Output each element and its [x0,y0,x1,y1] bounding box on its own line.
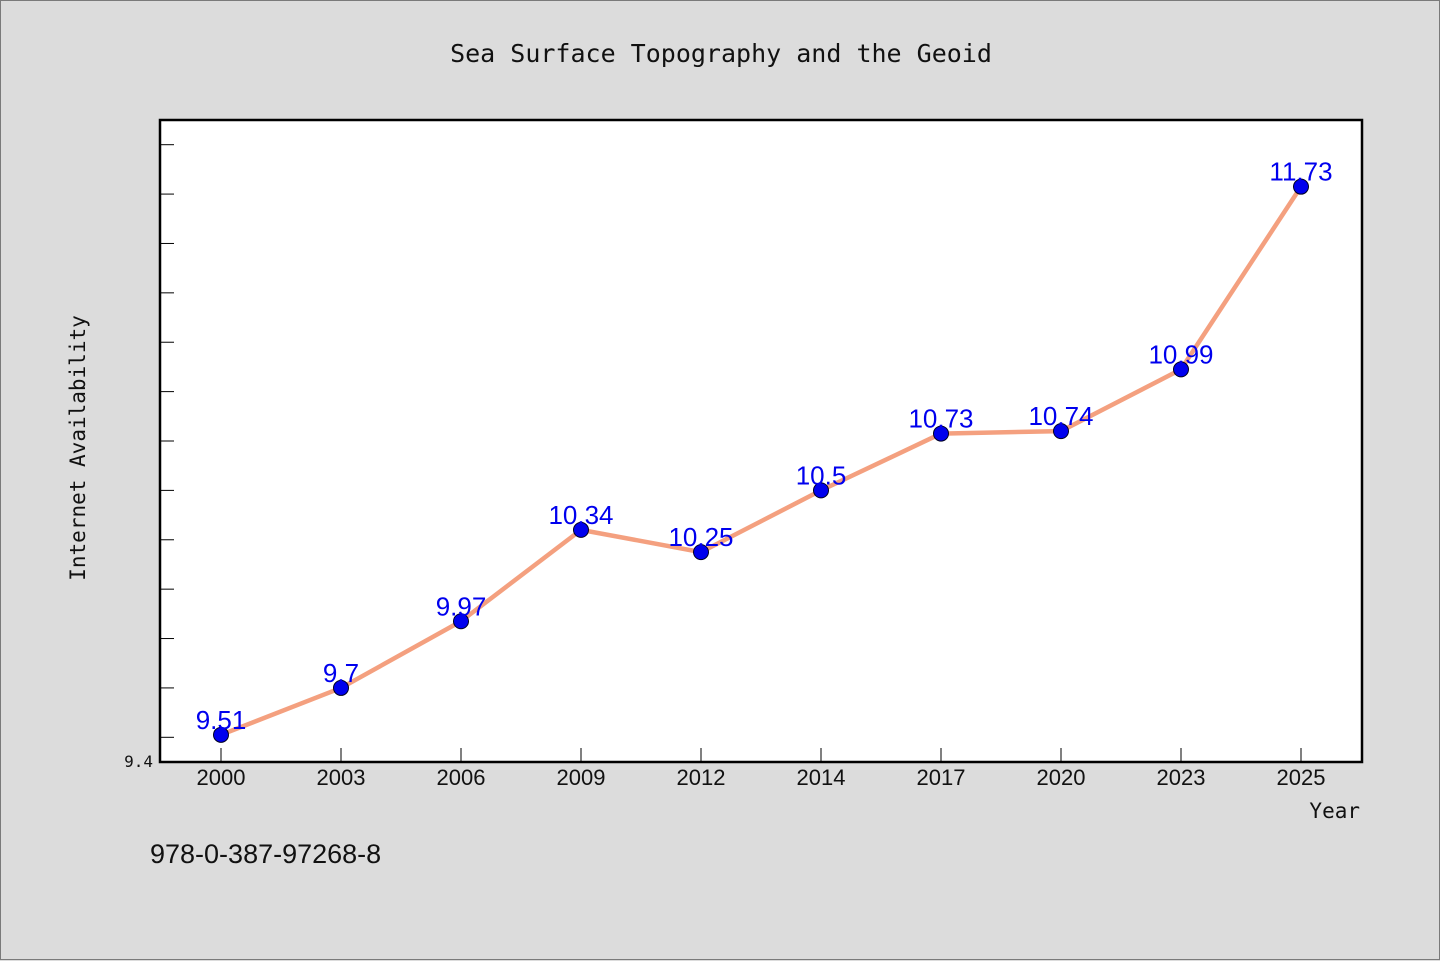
x-tick-label: 2023 [1157,765,1206,790]
x-axis-ticks [220,748,1302,762]
data-point [933,425,949,442]
x-tick-label: 2017 [917,765,966,790]
plot-area [158,118,1364,764]
x-tick-label: 2006 [437,765,486,790]
data-label: 9.97 [436,591,487,621]
x-axis-tick-labels: 2000 2003 2006 2009 2012 2014 2017 2020 2023 2025 [197,765,1326,790]
data-labels: 9.51 9.7 9.97 10.34 10.25 10.5 10.73 10.74 10.99… [196,157,1333,735]
data-label: 10.5 [796,460,847,490]
y-axis-min-label: 9.4 [124,752,153,771]
data-label: 10.34 [548,500,613,530]
data-point [693,544,709,561]
data-point [333,679,349,696]
data-label: 10.25 [668,522,733,552]
data-markers [213,178,1309,743]
x-tick-label: 2012 [677,765,726,790]
x-tick-label: 2020 [1037,765,1086,790]
data-label: 9.7 [323,658,359,688]
data-point [573,521,589,538]
data-point [813,482,829,499]
data-point [453,613,469,630]
data-point [1053,423,1069,440]
data-label: 10.74 [1028,401,1093,431]
series-line [220,185,1303,737]
chart-title: Sea Surface Topography and the Geoid [450,39,992,68]
data-point [213,726,229,743]
y-axis-label: Internet Availability [66,315,90,581]
x-tick-label: 2003 [317,765,366,790]
y-axis-ticks [160,144,174,738]
x-tick-label: 2014 [797,765,846,790]
data-label: 10.73 [908,404,973,434]
data-label: 11.73 [1269,157,1332,187]
isbn-text: 978-0-387-97268-8 [150,839,381,869]
x-tick-label: 2025 [1277,765,1326,790]
x-tick-label: 2000 [197,765,246,790]
x-axis-label: Year [1309,799,1360,823]
x-tick-label: 2009 [557,765,606,790]
data-label: 10.99 [1148,339,1213,369]
data-label: 9.51 [196,705,247,735]
data-point [1293,178,1309,195]
data-point [1173,361,1189,378]
